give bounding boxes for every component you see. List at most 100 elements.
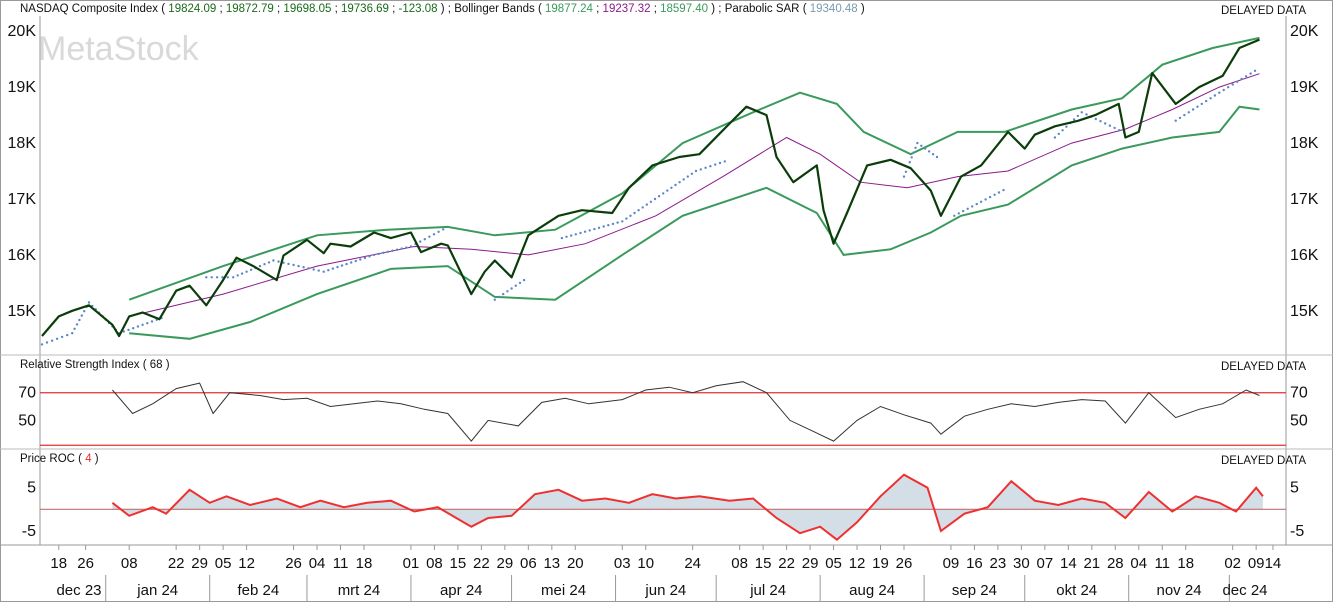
sar-dot: [518, 281, 522, 285]
ohlc-close: 19736.69: [341, 3, 389, 15]
sar-dot: [287, 262, 290, 266]
sar-dot: [704, 166, 707, 169]
sar-dot: [205, 276, 208, 279]
sar-dot: [1002, 188, 1005, 192]
sar-dot: [975, 202, 978, 206]
sar-dot: [78, 318, 81, 322]
x-day-label: 26: [77, 555, 94, 572]
sar-dot: [565, 235, 568, 238]
sar-dot: [914, 146, 917, 149]
sar-dot: [1076, 114, 1080, 118]
sar-dot: [686, 175, 689, 178]
sar-value: 19340.48: [810, 3, 858, 15]
sar-dot: [1253, 69, 1257, 73]
sar-dot: [83, 310, 86, 313]
x-day-label: 04: [309, 555, 326, 572]
x-month-label: jun 24: [644, 582, 686, 599]
roc-line[interactable]: [111, 473, 1264, 541]
sar-dot: [699, 168, 702, 171]
roc-area: [112, 474, 1263, 540]
x-month-label: jan 24: [136, 582, 178, 599]
bollinger-upper-value: 19877.24: [545, 3, 594, 15]
sar-dot: [249, 268, 253, 271]
sar-dot: [377, 252, 380, 256]
sar-dot: [666, 189, 669, 192]
sar-dot: [690, 172, 694, 175]
sar-dot: [570, 234, 573, 237]
price-header: NASDAQ Composite Index ( 19824.09 ; 1987…: [20, 3, 865, 15]
sar-dot: [1236, 80, 1239, 84]
x-day-label: 29: [497, 555, 514, 572]
sar-dot: [1218, 91, 1221, 94]
sar-dot: [263, 263, 266, 266]
sar-dot: [277, 260, 280, 263]
sar-dot: [55, 337, 59, 340]
sar-dot: [50, 339, 54, 342]
ohlc-change: -123.08: [399, 3, 438, 15]
x-day-label: 10: [637, 555, 654, 572]
sar-dot: [641, 206, 644, 209]
x-day-label: 02: [1224, 555, 1241, 572]
sar-dot: [674, 183, 677, 187]
sar-dot: [931, 153, 935, 156]
sar-dot: [66, 333, 69, 337]
sar-dot: [597, 226, 601, 229]
x-day-label: 13: [543, 555, 560, 572]
sar-dot: [1065, 125, 1068, 128]
sar-dot: [382, 251, 385, 254]
delayed-label-rsi: DELAYED DATA: [1221, 361, 1306, 373]
sar-dot: [1187, 111, 1191, 114]
sar-dot: [428, 235, 431, 238]
sar-dot: [432, 233, 436, 236]
x-day-label: 08: [731, 555, 748, 572]
y-tick-label-left: 15K: [8, 303, 37, 320]
x-day-label: 29: [802, 555, 819, 572]
y-tick-label-right: 16K: [1290, 247, 1319, 264]
sar-dot: [629, 214, 632, 217]
sar-dot: [966, 207, 969, 210]
bollinger-lower-value: 18597.40: [660, 3, 708, 15]
y-tick-label-left: 16K: [8, 247, 37, 264]
bollinger-upper-line: [128, 36, 1260, 301]
sar-dot: [340, 264, 344, 267]
sar-dot: [40, 343, 44, 346]
sar-dot: [87, 301, 91, 304]
sar-dot: [984, 198, 987, 201]
sar-dot: [146, 322, 149, 325]
rsi-line[interactable]: [112, 381, 1260, 442]
sar-dot: [122, 330, 126, 333]
x-day-label: 11: [333, 555, 349, 572]
sar-dot: [221, 276, 224, 279]
sar-dot: [927, 150, 931, 153]
y-tick-label-left: 70: [18, 385, 36, 402]
sar-dot: [997, 191, 1001, 194]
x-month-label: feb 24: [237, 582, 279, 599]
sar-dot: [506, 290, 509, 293]
x-day-label: 16: [966, 555, 983, 572]
y-tick-label-right: 20K: [1290, 23, 1319, 40]
ohlc-high: 19872.79: [226, 3, 274, 15]
sar-dot: [71, 332, 74, 335]
x-day-label: 18: [1177, 555, 1194, 572]
sar-dot: [962, 209, 965, 213]
sar-dot: [442, 228, 445, 231]
sar-dot: [714, 163, 717, 166]
sar-dot: [522, 278, 526, 282]
sar-dot: [1222, 88, 1225, 92]
x-day-label: 09: [1248, 555, 1265, 572]
sar-dot: [336, 265, 339, 269]
price-line[interactable]: [41, 38, 1260, 338]
sar-dot: [1104, 122, 1107, 125]
sar-dot: [258, 264, 262, 268]
sar-dot: [350, 261, 353, 264]
sar-dot: [400, 247, 403, 250]
sar-dot: [1213, 94, 1217, 97]
sar-dot: [924, 147, 927, 150]
x-month-label: apr 24: [440, 582, 483, 599]
sar-dot: [267, 261, 271, 264]
y-tick-label-left: 20K: [8, 23, 37, 40]
sar-dot: [232, 276, 235, 279]
y-tick-label-right: 50: [1290, 412, 1308, 429]
sar-dot: [560, 236, 564, 240]
